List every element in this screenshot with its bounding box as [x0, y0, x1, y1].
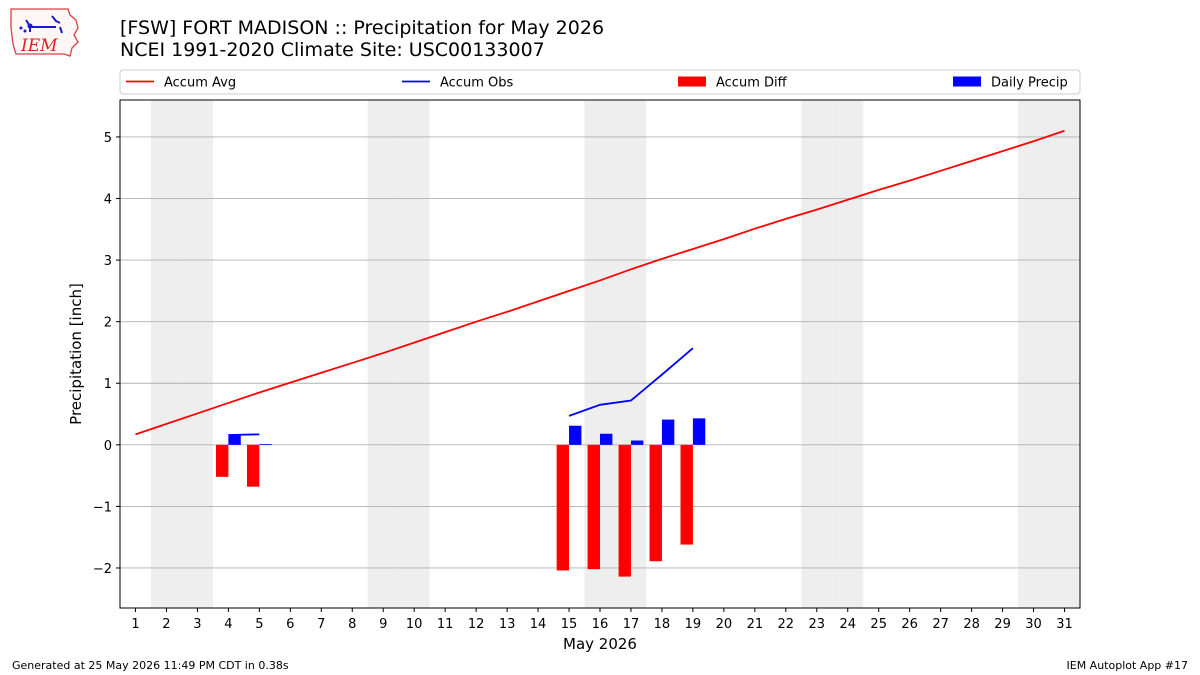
x-tick-label: 9: [379, 617, 387, 632]
weekend-shade: [1018, 100, 1050, 608]
x-tick-label: 26: [901, 617, 918, 632]
y-tick-label: 5: [104, 131, 112, 146]
x-tick-label: 16: [592, 617, 609, 632]
weekend-shade: [1049, 100, 1080, 608]
daily-precip-bar: [228, 434, 241, 445]
daily-precip-bar: [259, 444, 272, 446]
x-tick-label: 22: [778, 617, 795, 632]
accum-diff-bar: [587, 444, 600, 570]
daily-precip-bar: [661, 419, 675, 445]
y-tick-label: 0: [104, 439, 112, 454]
legend-label-accum-obs: Accum Obs: [440, 76, 513, 91]
daily-precip-bar: [569, 425, 582, 445]
x-tick-label: 5: [255, 617, 263, 632]
x-tick-label: 21: [747, 617, 764, 632]
weekend-shade: [398, 100, 430, 608]
x-tick-label: 28: [963, 617, 980, 632]
app-label: IEM Autoplot App #17: [1066, 659, 1189, 672]
legend-label-accum-avg: Accum Avg: [164, 76, 236, 91]
chart-subtitle: NCEI 1991-2020 Climate Site: USC00133007: [120, 39, 545, 61]
weekend-shade: [801, 100, 833, 608]
x-tick-label: 30: [1025, 617, 1042, 632]
accum-diff-bar: [556, 444, 570, 571]
accum-obs-line: [228, 433, 260, 436]
x-tick-label: 1: [131, 617, 139, 632]
daily-precip-bar: [630, 440, 644, 445]
legend-box: [119, 69, 1081, 95]
legend-label-daily-precip: Daily Precip: [991, 76, 1068, 91]
accum-diff-bar: [216, 444, 229, 477]
x-tick-label: 6: [286, 617, 294, 632]
accum-avg-line: [135, 129, 1065, 436]
x-tick-label: 2: [162, 617, 170, 632]
x-tick-label: 18: [654, 617, 671, 632]
x-tick-label: 10: [406, 617, 423, 632]
legend-swatch-daily-precip: [953, 76, 981, 87]
y-tick-label: −1: [93, 500, 112, 515]
y-tick-label: 4: [104, 193, 112, 208]
weekend-shade: [181, 100, 213, 608]
x-tick-label: 27: [932, 617, 949, 632]
x-tick-label: 19: [685, 617, 702, 632]
x-tick-label: 23: [809, 617, 826, 632]
x-tick-label: 20: [716, 617, 733, 632]
x-tick-label: 11: [437, 617, 454, 632]
accum-obs-line: [568, 347, 694, 417]
accum-diff-bar: [246, 444, 260, 487]
logo-text: IEM: [20, 36, 58, 56]
iem-logo: IEM: [8, 6, 80, 60]
x-tick-label: 12: [468, 617, 485, 632]
accum-diff-bar: [680, 444, 693, 545]
y-tick-label: 1: [104, 377, 112, 392]
daily-precip-bar: [692, 418, 706, 445]
y-tick-label: 3: [104, 254, 112, 269]
y-tick-label: −2: [93, 562, 112, 577]
x-tick-label: 7: [317, 617, 325, 632]
x-tick-label: 14: [530, 617, 547, 632]
x-axis-label: May 2026: [563, 635, 637, 653]
y-tick-label: 2: [104, 316, 112, 331]
legend-label-accum-diff: Accum Diff: [716, 76, 788, 91]
x-tick-label: 13: [499, 617, 516, 632]
x-tick-label: 4: [224, 617, 232, 632]
x-tick-label: 15: [561, 617, 578, 632]
x-tick-label: 17: [623, 617, 640, 632]
x-tick-label: 24: [839, 617, 856, 632]
accum-diff-bar: [649, 444, 662, 562]
accum-diff-bar: [618, 444, 631, 577]
y-axis-label: Precipitation [inch]: [67, 283, 85, 425]
x-tick-label: 29: [994, 617, 1011, 632]
legend: Accum Avg Accum Obs Accum Diff Daily Precip: [119, 69, 1081, 95]
chart-title: [FSW] FORT MADISON :: Precipitation for …: [120, 17, 605, 39]
generated-timestamp: Generated at 25 May 2026 11:49 PM CDT in…: [12, 659, 289, 672]
x-tick-label: 8: [348, 617, 356, 632]
legend-swatch-accum-diff: [678, 76, 706, 87]
x-tick-label: 25: [870, 617, 887, 632]
daily-precip-bar: [600, 433, 613, 445]
iowa-outline: [10, 8, 79, 57]
x-tick-label: 3: [193, 617, 201, 632]
x-tick-label: 31: [1056, 617, 1073, 632]
weekend-shade: [150, 100, 182, 608]
weekend-shade: [832, 100, 864, 608]
